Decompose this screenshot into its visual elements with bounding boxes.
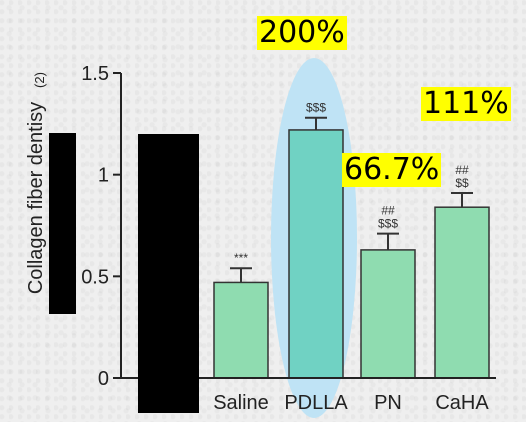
x-tick-label-pn: PN (374, 392, 402, 414)
annotation-pn-percent: 66.7% (342, 152, 442, 187)
y-axis: SSalinePDLLAPNCaHA00.511.5 (81, 63, 496, 414)
bar-pn (360, 249, 416, 379)
significance-label-pn: $$$ (378, 217, 398, 231)
x-tick-label-caha: CaHA (435, 392, 489, 414)
bar-group: ***$$$##$$$##$$ (213, 101, 490, 379)
y-tick-label: 1 (98, 165, 109, 187)
x-tick-label-pdlla: PDLLA (284, 392, 348, 414)
bar-saline (213, 281, 269, 379)
x-tick-label-saline: Saline (213, 392, 269, 414)
significance-label-pdlla: $$$ (306, 101, 326, 115)
significance-label-saline: *** (234, 251, 248, 265)
significance-label-pn: ## (381, 204, 395, 218)
y-tick-label: 0.5 (81, 266, 109, 288)
redaction-box (49, 133, 76, 314)
significance-label-caha: $$ (455, 176, 469, 190)
annotation-caha-percent: 111% (421, 86, 511, 121)
y-tick-label: 0 (98, 368, 109, 390)
bar-caha (434, 206, 490, 379)
annotation-pdlla-percent: 200% (257, 15, 347, 50)
y-tick-label: 1.5 (81, 63, 109, 85)
bar-pdlla (288, 129, 344, 379)
y-axis-label-suffix: (2) (32, 72, 47, 88)
significance-label-caha: ## (455, 163, 469, 177)
redaction-box (138, 134, 199, 413)
y-axis-label: Collagen fiber dentisy (25, 102, 47, 294)
